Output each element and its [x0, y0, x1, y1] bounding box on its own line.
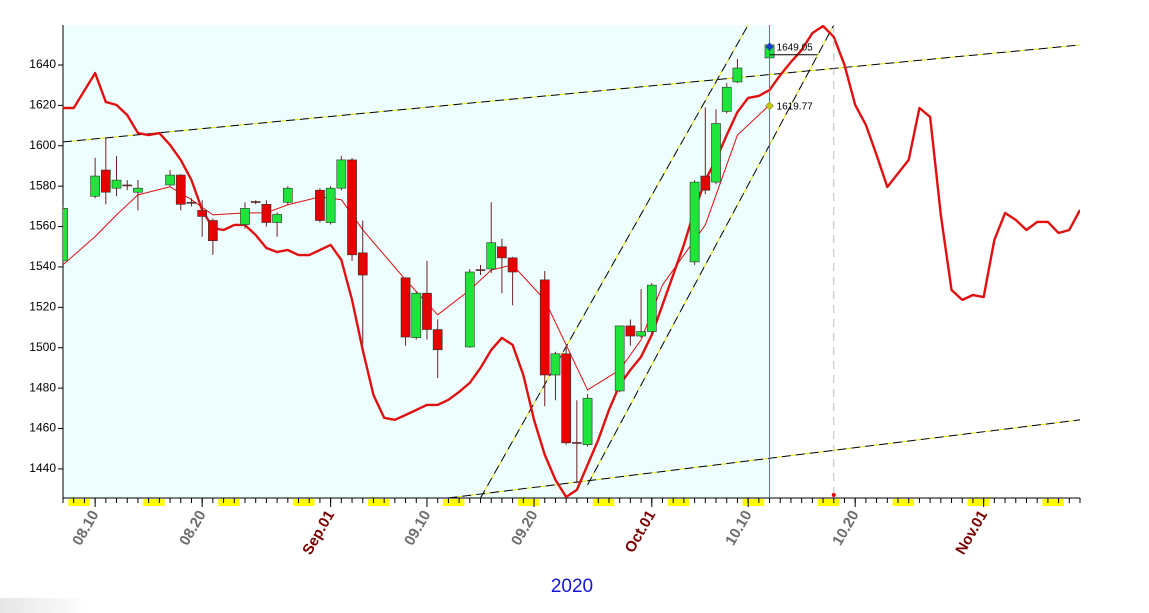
candle-body — [282, 187, 293, 203]
candle-body — [646, 284, 657, 332]
y-tick-label: 1540 — [29, 259, 56, 273]
x-tick-label: 09.10 — [401, 508, 434, 549]
candle-body — [90, 175, 100, 197]
y-tick-label: 1560 — [29, 219, 56, 233]
candle-body — [261, 204, 272, 223]
weekend-box — [817, 499, 840, 506]
candle-body — [411, 292, 422, 338]
trend-line — [587, 25, 835, 486]
candle-body — [272, 214, 282, 223]
marker-label: 1619.77 — [777, 101, 814, 112]
weekend-box — [443, 499, 465, 506]
x-tick-label: Sep.01 — [299, 508, 338, 558]
x-tick-label: 10.10 — [722, 508, 755, 549]
trend-line-accent — [63, 44, 1080, 143]
average-line — [63, 25, 1080, 498]
candle-body — [250, 201, 261, 203]
trend-line — [480, 25, 749, 498]
weekend-box — [517, 499, 540, 506]
trend-line — [448, 419, 1080, 498]
plot-contents — [63, 25, 1080, 498]
y-tick-label: 1480 — [29, 380, 56, 394]
weekend-box — [143, 499, 165, 506]
candle-body — [464, 271, 475, 348]
candle-body — [625, 325, 636, 337]
candle-body — [582, 397, 593, 445]
marker — [765, 101, 774, 111]
weekend-box — [892, 499, 915, 506]
candle-body — [175, 174, 186, 205]
candle-body — [315, 189, 325, 221]
candle-body — [111, 179, 122, 189]
weekend-box — [218, 499, 240, 506]
plot-area: 1440 1460 1480 1500 1520 1540 1560 1580 1600 1620… — [29, 25, 1081, 558]
marker-label: 1649.05 — [777, 42, 814, 53]
candle-body — [422, 292, 432, 330]
y-tick-label: 1640 — [29, 57, 56, 71]
y-tick-label: 1520 — [29, 300, 56, 314]
weekend-box — [742, 499, 765, 506]
candle-body — [336, 159, 347, 189]
candle-body — [100, 169, 111, 193]
weekend-box — [967, 499, 990, 506]
candle-body — [732, 67, 743, 83]
cursor-dot — [831, 493, 836, 497]
y-tick-label: 1580 — [29, 178, 56, 192]
y-tick-label: 1460 — [29, 421, 56, 435]
candle-body — [689, 181, 700, 263]
x-tick-label: Nov.01 — [952, 507, 991, 557]
candle-body — [550, 353, 561, 376]
candle-body — [186, 202, 197, 204]
candle-body — [711, 123, 721, 183]
weekend-box — [293, 499, 315, 506]
weekend-box — [1042, 499, 1064, 506]
y-tick-label: 1600 — [29, 138, 56, 152]
candle-body — [572, 442, 582, 444]
y-tick-label: 1500 — [29, 340, 56, 354]
candle-body — [208, 220, 218, 241]
x-tick-label: 09.20 — [508, 508, 541, 549]
x-tick-label: 08.20 — [176, 508, 209, 549]
candle-body — [400, 277, 411, 338]
candle-body — [636, 331, 646, 337]
candle-body — [507, 257, 518, 273]
weekend-box — [667, 499, 690, 506]
candle-body — [357, 252, 368, 276]
candle-body — [475, 269, 486, 271]
candle-body — [561, 353, 571, 444]
candle-body — [197, 210, 208, 217]
candle-body — [432, 329, 443, 351]
y-tick-label: 1620 — [29, 98, 56, 112]
candle-body — [347, 159, 357, 256]
x-tick-label: 08.10 — [69, 508, 102, 549]
candle-body — [486, 242, 497, 270]
x-tick-label: 10.20 — [829, 508, 862, 549]
trend-line-accent — [448, 419, 1080, 498]
weekend-box — [592, 499, 615, 506]
candle-body — [539, 279, 550, 376]
x-tick-label: Oct.01 — [622, 508, 660, 556]
weekend-box — [68, 499, 90, 506]
y-tick-label: 1440 — [29, 461, 56, 475]
candle-body — [165, 174, 175, 186]
x-axis-label: 2020 — [551, 576, 593, 597]
candle-body — [614, 325, 625, 392]
history-shade — [63, 25, 770, 498]
trend-line — [63, 44, 1080, 143]
candle-body — [497, 246, 507, 259]
candle-body — [240, 208, 250, 225]
candle-body — [700, 175, 711, 191]
candle-body — [63, 208, 68, 262]
candle-body — [122, 184, 133, 187]
corner-shade — [0, 598, 90, 613]
marker — [765, 42, 774, 52]
candle-body — [325, 187, 336, 223]
candle-body — [133, 187, 143, 193]
weekend-box — [368, 499, 390, 506]
candle-body — [721, 86, 732, 112]
